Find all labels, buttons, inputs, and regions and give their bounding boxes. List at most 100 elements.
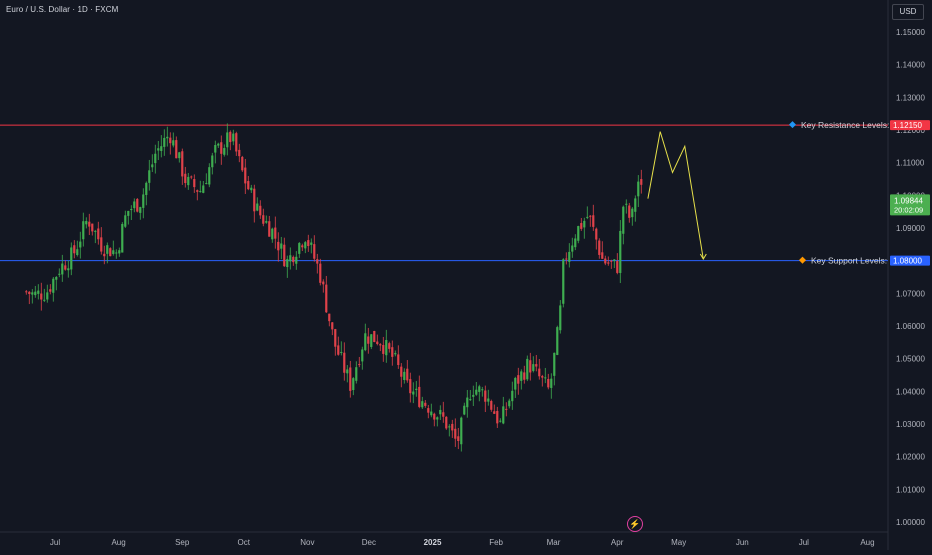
candle-body <box>556 327 559 355</box>
candle-body <box>214 145 217 153</box>
candle-body <box>484 390 487 402</box>
candle-body <box>226 132 229 148</box>
resistance-price-tag-text: 1.12150 <box>893 121 922 130</box>
x-tick-label: Mar <box>547 538 561 547</box>
candle-body <box>193 178 196 188</box>
candle-body <box>256 203 259 211</box>
candle-body <box>223 148 226 155</box>
candle-body <box>622 206 625 234</box>
candle-body <box>535 364 538 367</box>
candle-body <box>463 405 466 415</box>
candle-body <box>85 221 88 225</box>
candle-body <box>160 146 163 152</box>
x-tick-label: May <box>671 538 686 547</box>
candle-body <box>544 377 547 379</box>
candle-body <box>499 420 502 422</box>
candle-body <box>391 347 394 357</box>
candle-body <box>550 378 553 388</box>
y-tick-label: 1.09000 <box>896 224 925 233</box>
candle-body <box>202 185 205 193</box>
candle-body <box>115 252 118 254</box>
candle-body <box>277 241 280 251</box>
candle-body <box>316 259 319 264</box>
candle-body <box>205 183 208 185</box>
candle-body <box>532 364 535 371</box>
candle-body <box>580 223 583 229</box>
y-tick-label: 1.12000 <box>896 126 925 135</box>
candle-body <box>514 377 517 390</box>
candle-body <box>523 372 526 380</box>
candle-body <box>58 273 61 275</box>
x-tick-label: 2025 <box>424 538 442 547</box>
candle-body <box>343 352 346 373</box>
x-tick-label: Aug <box>860 538 874 547</box>
candle-body <box>322 281 325 285</box>
candle-body <box>244 167 247 184</box>
candle-body <box>481 389 484 391</box>
currency-selector[interactable]: USD <box>892 4 924 20</box>
candle-body <box>184 173 187 184</box>
candle-body <box>76 249 79 256</box>
lightning-icon[interactable]: ⚡ <box>627 516 643 532</box>
candle-body <box>43 299 46 301</box>
candle-body <box>247 181 250 190</box>
candle-body <box>364 333 367 351</box>
candle-body <box>298 243 301 254</box>
candle-body <box>598 240 601 255</box>
candle-body <box>418 386 421 407</box>
x-tick-label: Jun <box>736 538 749 547</box>
candle-body <box>292 256 295 263</box>
y-tick-label: 1.11000 <box>896 159 925 168</box>
candle-body <box>388 343 391 349</box>
candle-body <box>568 251 571 262</box>
candle-body <box>601 252 604 259</box>
candle-body <box>190 176 193 178</box>
candle-body <box>295 256 298 264</box>
candle-body <box>133 201 136 209</box>
candle-body <box>589 215 592 217</box>
candle-body <box>310 242 313 245</box>
candle-body <box>340 351 343 353</box>
candle-body <box>586 216 589 218</box>
candle-body <box>268 221 271 237</box>
candle-body <box>175 140 178 159</box>
candle-body <box>52 278 55 293</box>
candle-body <box>493 411 496 414</box>
candle-body <box>130 209 133 211</box>
candle-body <box>619 230 622 273</box>
candle-body <box>139 207 142 213</box>
candle-body <box>148 170 151 183</box>
candle-body <box>472 394 475 397</box>
candle-body <box>241 156 244 171</box>
symbol-title[interactable]: Euro / U.S. Dollar · 1D · FXCM <box>6 5 119 14</box>
candle-body <box>526 358 529 380</box>
candle-body <box>448 426 451 428</box>
current-price-text: 1.09844 <box>894 196 923 205</box>
candle-body <box>430 411 433 416</box>
candle-body <box>112 250 115 254</box>
candle-body <box>172 140 175 146</box>
candle-body <box>409 379 412 394</box>
candle-body <box>49 289 52 292</box>
candle-body <box>319 263 322 283</box>
candle-body <box>397 354 400 366</box>
candle-body <box>469 399 472 401</box>
candle-body <box>583 220 586 228</box>
candle-body <box>571 245 574 252</box>
candle-body <box>382 345 385 354</box>
candle-body <box>283 244 286 267</box>
candle-body <box>136 198 139 212</box>
candle-body <box>451 423 454 431</box>
candle-body <box>358 364 361 366</box>
x-tick-label: Jul <box>50 538 60 547</box>
y-tick-label: 1.15000 <box>896 28 925 37</box>
candle-body <box>142 194 145 208</box>
resistance-label: Key Resistance Levels: <box>801 120 889 130</box>
candle-body <box>208 167 211 185</box>
candle-body <box>157 148 160 151</box>
candle-body <box>637 181 640 197</box>
y-tick-label: 1.02000 <box>896 453 925 462</box>
candle-body <box>436 417 439 420</box>
